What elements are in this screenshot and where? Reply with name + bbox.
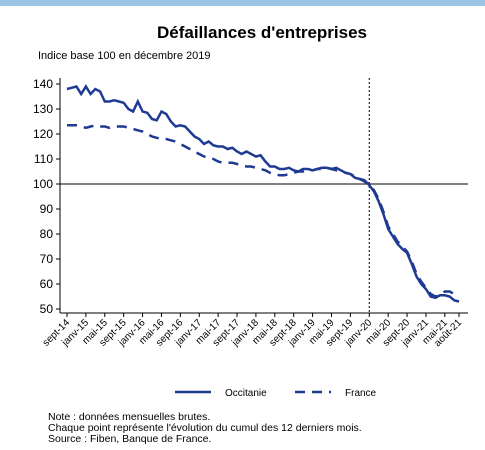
legend-label: Occitanie xyxy=(225,388,267,399)
line-series xyxy=(67,124,455,298)
y-tick-label: 80 xyxy=(40,227,54,241)
y-tick-label: 50 xyxy=(40,302,54,316)
y-tick-label: 100 xyxy=(33,177,53,191)
note: Note : données mensuelles brutes. xyxy=(48,411,210,423)
chart-title: Défaillances d'entreprises xyxy=(157,23,367,42)
note: Chaque point représente l'évolution du c… xyxy=(48,422,362,434)
y-tick-label: 60 xyxy=(40,277,54,291)
legend-label: France xyxy=(345,388,377,399)
line-series xyxy=(66,84,460,303)
y-tick-label: 70 xyxy=(40,252,54,266)
y-tick-label: 110 xyxy=(34,152,53,166)
top-band xyxy=(0,0,485,6)
y-tick-label: 140 xyxy=(33,77,53,91)
y-tick-label: 120 xyxy=(33,127,53,141)
note: Source : Fiben, Banque de France. xyxy=(48,433,211,445)
chart-subtitle: Indice base 100 en décembre 2019 xyxy=(38,50,210,62)
y-tick-label: 90 xyxy=(40,202,54,216)
y-tick-label: 130 xyxy=(33,102,53,116)
